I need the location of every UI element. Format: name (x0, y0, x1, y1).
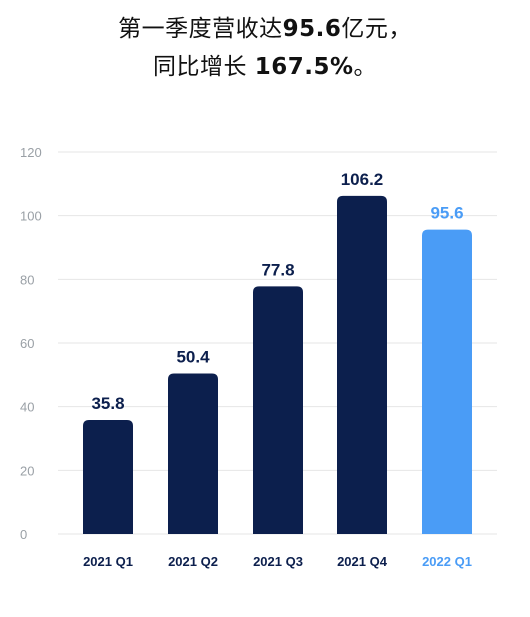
y-tick-label: 20 (20, 463, 34, 478)
y-tick-label: 80 (20, 272, 34, 287)
bar (253, 286, 303, 534)
bar (337, 195, 387, 534)
headline-line-2: 同比增长 167.5%。 (0, 52, 530, 82)
x-category-label: 2021 Q2 (168, 554, 218, 569)
headline-revenue-value: 95.6 (282, 16, 342, 42)
headline-prefix-2: 同比增长 (152, 54, 255, 80)
y-tick-label: 120 (20, 145, 42, 160)
x-category-label: 2022 Q1 (422, 554, 472, 569)
y-tick-label: 40 (20, 400, 34, 415)
headline-line-1: 第一季度营收达95.6亿元， (0, 14, 530, 44)
bar-value-label: 50.4 (176, 348, 210, 367)
headline-suffix-2: 。 (353, 54, 378, 80)
x-category-label: 2021 Q3 (253, 554, 303, 569)
headline-growth-value: 167.5% (254, 54, 354, 80)
y-tick-label: 0 (20, 527, 27, 542)
headline-suffix-1: 亿元， (341, 16, 412, 42)
x-category-label: 2021 Q1 (83, 554, 133, 569)
y-tick-label: 100 (20, 209, 42, 224)
x-category-label: 2021 Q4 (337, 554, 388, 569)
bar-value-label: 35.8 (91, 394, 124, 413)
bar-value-label: 95.6 (430, 204, 463, 223)
bar-value-label: 106.2 (341, 170, 384, 189)
bar-value-label: 77.8 (261, 260, 294, 279)
bar (168, 373, 218, 534)
y-tick-label: 60 (20, 336, 34, 351)
bar (83, 420, 133, 534)
headline-prefix-1: 第一季度营收达 (118, 16, 283, 42)
bar (422, 229, 472, 534)
